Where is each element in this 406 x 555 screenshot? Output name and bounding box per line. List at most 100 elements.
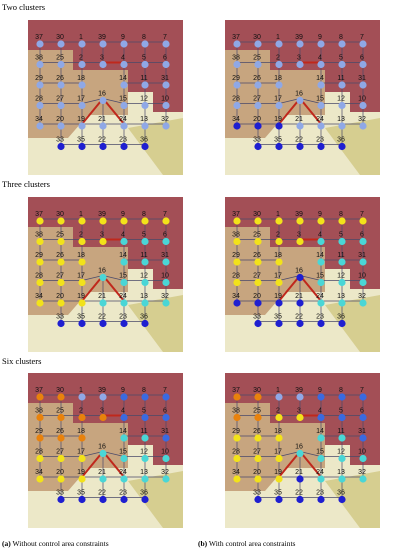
node-label: 25	[253, 408, 261, 415]
node	[57, 454, 65, 463]
node	[78, 101, 86, 110]
node-label: 4	[318, 232, 322, 239]
node	[338, 60, 346, 69]
node-label: 39	[98, 211, 106, 218]
node	[275, 495, 283, 504]
node	[120, 142, 128, 151]
node-label: 21	[295, 116, 303, 123]
node-label: 30	[56, 34, 64, 41]
node	[78, 434, 86, 442]
node-label: 12	[140, 96, 148, 103]
node-label: 25	[56, 232, 64, 239]
node-label: 8	[142, 211, 146, 218]
node	[233, 258, 241, 266]
node-label: 39	[98, 34, 106, 41]
highlight-edge	[278, 274, 301, 302]
node	[141, 454, 149, 463]
node-label: 23	[119, 137, 127, 144]
node-label: 32	[161, 116, 169, 123]
node-label: 32	[358, 469, 366, 476]
node	[99, 60, 107, 69]
node-label: 10	[358, 96, 366, 103]
node	[78, 393, 86, 401]
node	[120, 495, 128, 504]
node	[57, 81, 65, 89]
node	[254, 60, 262, 69]
node	[296, 393, 304, 401]
node-label: 26	[56, 75, 64, 82]
node	[317, 495, 325, 504]
node-label: 2	[79, 408, 83, 415]
node-label: 13	[140, 469, 148, 476]
node-label: 27	[253, 449, 261, 456]
node-label: 9	[318, 387, 322, 394]
node	[317, 60, 325, 69]
node	[317, 40, 325, 48]
node	[359, 434, 367, 442]
node-label: 2	[79, 55, 83, 62]
node-label: 23	[119, 314, 127, 321]
node-label: 31	[161, 252, 169, 259]
node	[57, 475, 65, 483]
node	[254, 413, 262, 422]
node-label: 26	[253, 75, 261, 82]
node-label: 16	[295, 444, 303, 451]
caption-tag: (a)	[2, 539, 11, 548]
node	[233, 278, 241, 287]
node	[296, 449, 304, 458]
node-label: 29	[232, 252, 240, 259]
node	[359, 393, 367, 401]
node	[359, 122, 367, 130]
node	[78, 122, 86, 130]
node	[99, 393, 107, 401]
node	[275, 393, 283, 401]
node-label: 11	[140, 252, 147, 259]
highlight-edge	[278, 97, 301, 125]
node	[99, 122, 107, 130]
node	[254, 142, 262, 151]
node-label: 4	[121, 408, 125, 415]
node-label: 26	[253, 252, 261, 259]
node-label: 35	[274, 137, 282, 144]
node	[162, 299, 170, 307]
node-label: 24	[316, 116, 324, 123]
node	[57, 393, 65, 401]
node-label: 15	[119, 96, 127, 103]
node-label: 22	[295, 314, 303, 321]
node-label: 10	[358, 449, 366, 456]
node-label: 8	[339, 211, 343, 218]
highlight-edge	[278, 450, 301, 478]
node-label: 36	[140, 314, 148, 321]
node-label: 10	[161, 449, 169, 456]
node	[36, 299, 44, 307]
node	[162, 454, 170, 463]
node-label: 24	[119, 293, 127, 300]
node-label: 35	[274, 314, 282, 321]
node	[57, 60, 65, 69]
node-label: 24	[316, 293, 324, 300]
highlight-edge	[81, 274, 104, 302]
node	[141, 40, 149, 48]
node-label: 23	[119, 490, 127, 497]
node-label: 17	[77, 96, 85, 103]
node-label: 4	[121, 55, 125, 62]
node	[99, 475, 107, 483]
node-label: 1	[276, 34, 280, 41]
node-label: 6	[163, 55, 167, 62]
highlight-edge	[299, 450, 322, 478]
node	[338, 454, 346, 463]
caption-text: Without control area constraints	[13, 539, 109, 548]
node	[99, 142, 107, 151]
node-label: 31	[161, 75, 169, 82]
node-label: 34	[35, 293, 43, 300]
node-label: 17	[274, 273, 282, 280]
node	[254, 278, 262, 287]
highlight-edge	[81, 450, 104, 478]
node-label: 30	[253, 387, 261, 394]
node	[120, 413, 128, 422]
node-label: 16	[295, 268, 303, 275]
node	[233, 40, 241, 48]
node	[120, 434, 128, 442]
node	[78, 217, 86, 225]
